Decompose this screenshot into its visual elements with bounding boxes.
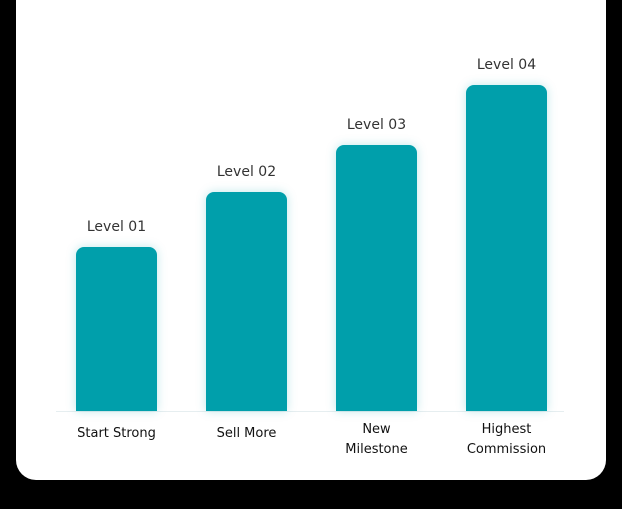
category-label: Sell More [216,426,277,441]
level-bar [76,247,157,411]
level-bar [466,85,547,411]
category-label: New [362,422,391,437]
level-label: Level 04 [476,57,537,73]
level-bar [336,145,417,411]
level-label: Level 02 [216,164,277,180]
category-label: Start Strong [77,426,156,441]
category-label: Commission [466,442,547,457]
category-label: Milestone [345,442,408,457]
level-label: Level 01 [86,219,147,235]
level-label: Level 03 [346,117,407,133]
category-label: Highest [481,422,532,437]
baseline [56,411,564,412]
level-bar [206,192,287,411]
